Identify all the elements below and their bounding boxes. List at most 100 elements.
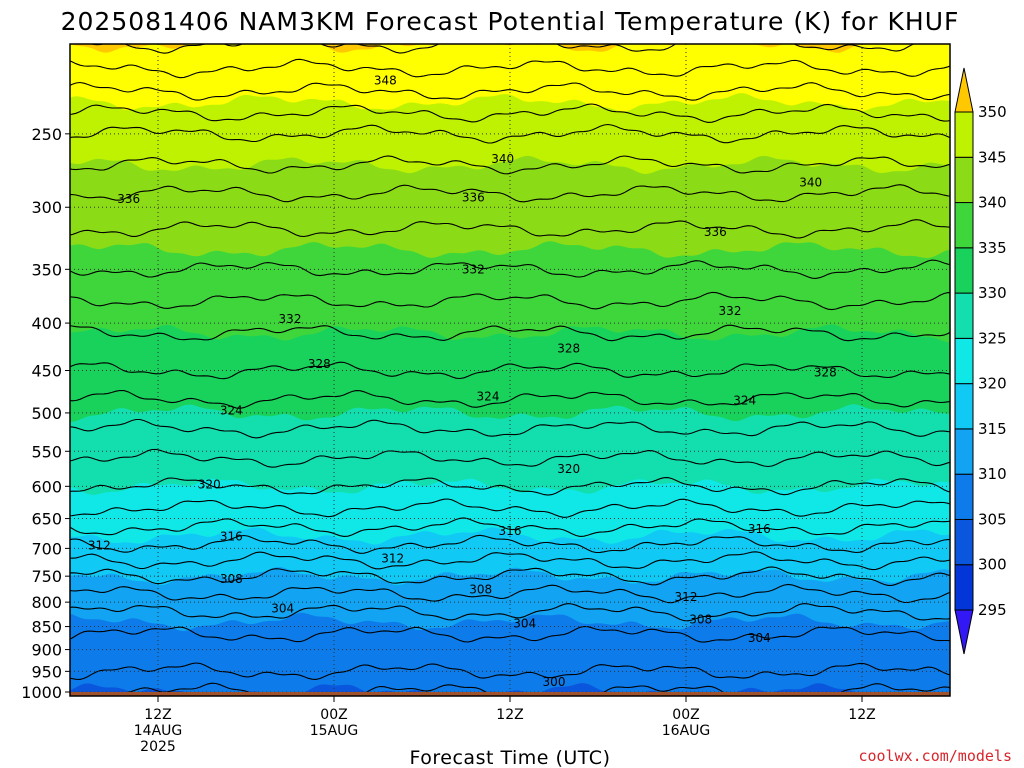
svg-text:336: 336 — [704, 225, 727, 239]
y-tick-label: 500 — [31, 404, 62, 423]
contour-label: 316 — [748, 522, 771, 536]
svg-text:340: 340 — [491, 152, 514, 166]
contour-label: 336 — [462, 191, 485, 205]
svg-text:308: 308 — [220, 572, 243, 586]
theta-bands — [70, 44, 950, 696]
y-tick-label: 550 — [31, 442, 62, 461]
svg-text:300: 300 — [543, 675, 566, 689]
svg-text:332: 332 — [279, 312, 302, 326]
contour-label: 328 — [557, 341, 580, 355]
y-tick-label: 900 — [31, 641, 62, 660]
y-tick-label: 400 — [31, 314, 62, 333]
contour-line — [70, 551, 950, 571]
colorbar-segment — [954, 428, 974, 475]
contour-label: 336 — [117, 192, 140, 206]
contour-line — [70, 498, 950, 518]
contour-line — [70, 291, 950, 311]
svg-text:312: 312 — [675, 590, 698, 604]
contour-line — [70, 103, 950, 123]
colorbar-label: 315 — [978, 420, 1007, 438]
y-tick-label: 650 — [31, 510, 62, 529]
y-tick-label: 950 — [31, 662, 62, 681]
svg-text:348: 348 — [374, 74, 397, 88]
contour-label: 332 — [462, 262, 485, 276]
svg-text:336: 336 — [462, 191, 485, 205]
contour-label: 308 — [469, 582, 492, 596]
svg-text:328: 328 — [308, 357, 331, 371]
x-tick-label: 2025 — [140, 739, 176, 755]
contour-line — [70, 155, 950, 175]
y-tick-label: 450 — [31, 361, 62, 380]
contour-label: 324 — [477, 389, 500, 403]
x-tick-label: 12Z — [848, 707, 875, 723]
contour-label: 328 — [308, 357, 331, 371]
x-tick-label: 16AUG — [662, 723, 711, 739]
svg-text:320: 320 — [557, 462, 580, 476]
contour-label: 316 — [499, 524, 522, 538]
colorbar-segment — [954, 337, 974, 385]
colorbar-label: 345 — [978, 148, 1007, 166]
plot-area: 348 340 340 336 336 336 332 332 332 328 328 328 324 3… — [70, 44, 950, 696]
svg-text:304: 304 — [513, 617, 536, 631]
svg-text:308: 308 — [469, 582, 492, 596]
contour-line — [70, 517, 950, 537]
colorbar-label: 335 — [978, 239, 1007, 257]
contour-line — [88, 44, 916, 54]
contour-label: 300 — [543, 675, 566, 689]
colorbar-segment — [954, 518, 974, 566]
contour-label: 348 — [374, 74, 397, 88]
colorbar-segment — [954, 202, 974, 249]
colorbar-segment — [954, 473, 974, 520]
colorbar-segment — [954, 247, 974, 294]
x-tick-label: 00Z — [320, 707, 347, 723]
x-axis-label: Forecast Time (UTC) — [410, 747, 611, 768]
contour-labels: 348 340 340 336 336 336 332 332 332 328 328 328 324 3… — [88, 74, 837, 689]
y-tick-label: 850 — [31, 618, 62, 637]
contour-label: 308 — [689, 612, 712, 626]
y-tick-label: 300 — [31, 198, 62, 217]
y-axis: 250 300 350 400 450 500 550 600 650 700 750 800 850 9… — [21, 125, 70, 702]
contour-line — [70, 219, 950, 239]
svg-text:328: 328 — [557, 341, 580, 355]
x-tick-label: 14AUG — [134, 723, 183, 739]
contour-label: 308 — [220, 572, 243, 586]
contour-line — [70, 324, 950, 342]
svg-text:332: 332 — [462, 262, 485, 276]
y-tick-label: 800 — [31, 593, 62, 612]
chart-title: 2025081406 NAM3KM Forecast Potential Tem… — [61, 7, 960, 36]
contour-label: 320 — [198, 477, 221, 491]
colorbar-segment — [954, 111, 974, 158]
colorbar-extend-low — [954, 609, 974, 655]
contour-label: 332 — [719, 304, 742, 318]
svg-text:336: 336 — [117, 192, 140, 206]
contour-line — [70, 662, 950, 680]
svg-text:308: 308 — [689, 612, 712, 626]
credit-text: coolwx.com/models — [858, 747, 1012, 765]
ground-layer — [70, 691, 950, 696]
colorbar-extend-high — [954, 67, 974, 113]
contour-label: 312 — [675, 590, 698, 604]
contour-label: 328 — [814, 365, 837, 379]
contour-label: 332 — [279, 312, 302, 326]
svg-text:312: 312 — [381, 552, 404, 566]
colorbar: 295 300 305 310 315 320 325 330 335 340 345 350 — [954, 67, 1007, 655]
contour-line — [70, 184, 950, 203]
contour-line — [70, 259, 950, 279]
colorbar-label: 340 — [978, 194, 1007, 212]
contour-line — [70, 566, 950, 586]
y-tick-label: 750 — [31, 567, 62, 586]
theta-band — [70, 44, 950, 112]
svg-text:304: 304 — [271, 602, 294, 616]
grid-lines — [70, 44, 950, 696]
colorbar-label: 300 — [978, 556, 1007, 574]
y-tick-label: 600 — [31, 477, 62, 496]
svg-text:324: 324 — [733, 394, 756, 408]
colorbar-label: 325 — [978, 329, 1007, 347]
colorbar-segment — [954, 292, 974, 339]
contour-line — [70, 81, 950, 101]
colorbar-label: 310 — [978, 465, 1007, 483]
svg-text:328: 328 — [814, 365, 837, 379]
colorbar-label: 350 — [978, 103, 1007, 121]
colorbar-segment — [954, 564, 974, 611]
